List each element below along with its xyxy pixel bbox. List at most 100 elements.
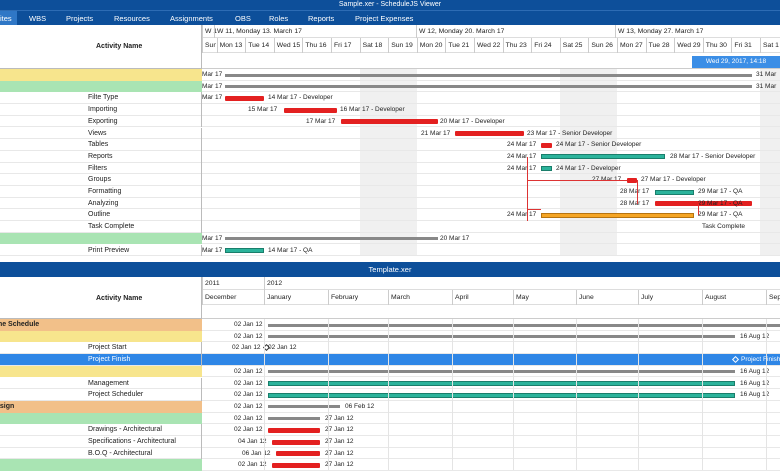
menu-project-expenses[interactable]: Project Expenses <box>355 14 414 23</box>
day-header-4: Thu 16 <box>302 38 331 53</box>
top-row-12[interactable]: Outline 24 Mar 17 29 Mar 17 - QA <box>0 209 780 222</box>
month-grid-line-7 <box>702 319 703 470</box>
bottom-row-4[interactable]: 02 Jan 12 16 Aug 12 <box>0 365 780 378</box>
month-header-row: December January February March April May June… <box>202 290 780 305</box>
bottom-bar-7[interactable] <box>268 405 340 409</box>
bottom-row-6[interactable]: Project Scheduler 02 Jan 12 16 Aug 12 <box>0 389 780 401</box>
bottom-row-3[interactable]: Project Finish Project Finish <box>0 354 780 366</box>
top-bar-10[interactable] <box>655 189 694 195</box>
bottom-row-label-7: esign <box>0 402 15 410</box>
bottom-bar-4[interactable] <box>268 370 735 374</box>
top-bar-9[interactable] <box>627 177 637 183</box>
top-row-11[interactable]: Analyzing 28 Mar 17 29 Mar 17 - QA <box>0 197 780 210</box>
top-bar-11[interactable] <box>655 201 752 207</box>
menu-obs[interactable]: OBS <box>235 14 251 23</box>
bottom-row-10[interactable]: Specifications - Architectural 04 Jan 12 2… <box>0 436 780 448</box>
menu-bar: Sites WBS Projects Resources Assignments OBS R… <box>0 10 780 26</box>
top-bar-start-5: 21 Mar 17 <box>421 129 451 137</box>
weekend-shade-1 <box>559 69 617 257</box>
top-bar-14[interactable] <box>225 237 438 241</box>
top-row-7[interactable]: Reports 24 Mar 17 28 Mar 17 - Senior Devel… <box>0 150 780 163</box>
project-finish-milestone-icon[interactable] <box>731 356 740 364</box>
top-bar-end-2: 14 Mar 17 - Developer <box>268 94 333 102</box>
top-row-9[interactable]: Groups 27 Mar 17 27 Mar 17 - Developer <box>0 174 780 186</box>
top-row-tree-12 <box>0 209 202 222</box>
bottom-row-11[interactable]: B.O.Q - Architectural 06 Jan 12 27 Jan 12 <box>0 447 780 460</box>
bottom-row-0[interactable]: me Schedule 02 Jan 12 <box>0 319 780 331</box>
top-row-10[interactable]: Formatting 28 Mar 17 29 Mar 17 - QA <box>0 186 780 198</box>
top-row-5[interactable]: Views 21 Mar 17 23 Mar 17 - Senior Develop… <box>0 127 780 140</box>
top-bar-3[interactable] <box>284 107 337 113</box>
top-row-tree-2 <box>0 92 202 105</box>
top-row-label-9: Groups <box>88 176 111 184</box>
bottom-bar-1[interactable] <box>268 335 735 339</box>
top-bar-end-10: 29 Mar 17 - QA <box>698 188 743 195</box>
top-row-2[interactable]: Filte Type Mar 17 14 Mar 17 - Developer <box>0 92 780 105</box>
bottom-bar-end-3: Project Finish <box>741 356 780 364</box>
top-bar-6[interactable] <box>541 142 552 148</box>
top-bar-5[interactable] <box>455 131 524 136</box>
bottom-bar-start-0: 02 Jan 12 <box>234 321 263 328</box>
top-row-8[interactable]: Filters 24 Mar 17 24 Mar 17 - Developer <box>0 162 780 175</box>
bottom-bar-start-5: 02 Jan 12 <box>234 379 263 387</box>
top-bar-start-9: 27 Mar 17 <box>592 174 621 186</box>
menu-reports[interactable]: Reports <box>308 14 335 23</box>
top-bar-start-3: 15 Mar 17 <box>248 106 278 114</box>
top-row-1[interactable]: Mar 17 31 Mar <box>0 80 780 93</box>
top-bar-start-1: Mar 17 <box>202 82 223 90</box>
bottom-row-7[interactable]: esign 02 Jan 12 06 Feb 12 <box>0 400 780 413</box>
top-bar-12[interactable] <box>541 212 694 218</box>
bottom-bar-0[interactable] <box>268 323 780 327</box>
top-bar-2[interactable] <box>225 95 264 101</box>
bottom-bar-9[interactable] <box>268 427 320 433</box>
month-grid-line-4 <box>513 319 514 470</box>
month-header-9: Sep <box>766 290 780 305</box>
top-bar-end-13: Task Complete <box>702 223 745 231</box>
day-header-18: Thu 30 <box>702 38 732 53</box>
bottom-bar-start-2: 02 Jan 12 <box>232 344 261 352</box>
bottom-row-2[interactable]: Project Start 02 Jan 12 02 Jan 12 <box>0 342 780 355</box>
top-row-0[interactable]: Mar 17 31 Mar <box>0 69 780 81</box>
top-row-3[interactable]: Importing 15 Mar 17 16 Mar 17 - Developer <box>0 104 780 116</box>
bottom-bar-end-4: 16 Aug 12 <box>740 367 770 375</box>
menu-roles[interactable]: Roles <box>269 14 289 23</box>
top-bar-start-0: Mar 17 <box>202 71 223 78</box>
activity-name-header: Activity Name <box>96 43 143 50</box>
menu-wbs[interactable]: WBS <box>29 14 47 23</box>
top-bar-7[interactable] <box>541 154 665 160</box>
bottom-bar-11[interactable] <box>276 451 320 457</box>
day-header-3: Wed 15 <box>273 38 303 53</box>
bottom-bar-5[interactable] <box>268 381 735 386</box>
menu-projects[interactable]: Projects <box>66 14 94 23</box>
top-row-14[interactable]: Mar 17 20 Mar 17 <box>0 232 780 245</box>
menu-sites[interactable]: Sites <box>0 11 17 26</box>
bottom-row-5[interactable]: Management 02 Jan 12 16 Aug 12 <box>0 377 780 390</box>
menu-assignments[interactable]: Assignments <box>170 14 213 23</box>
top-bar-0[interactable] <box>225 73 752 77</box>
top-row-15[interactable]: Print Preview Mar 17 14 Mar 17 - QA <box>0 244 780 257</box>
bottom-row-1[interactable]: 02 Jan 12 16 Aug 12 <box>0 330 780 343</box>
top-bar-end-15: 14 Mar 17 - QA <box>268 246 313 254</box>
top-bar-8[interactable] <box>541 166 552 172</box>
top-bar-4[interactable] <box>341 119 438 125</box>
top-bar-start-15: Mar 17 <box>202 246 223 254</box>
top-bar-1[interactable] <box>225 85 752 89</box>
top-row-6[interactable]: Tables 24 Mar 17 24 Mar 17 - Senior Develo… <box>0 139 780 151</box>
bottom-bar-10[interactable] <box>272 439 320 445</box>
week-header-2: W 12, Monday 20. March 17 <box>416 25 504 38</box>
bottom-bar-8[interactable] <box>268 417 320 421</box>
bottom-row-9[interactable]: Drawings - Architectural 02 Jan 12 27 Jan … <box>0 424 780 436</box>
bottom-row-group-color-7 <box>0 400 202 413</box>
top-bar-end-7: 28 Mar 17 - Senior Developer <box>670 152 756 160</box>
bottom-bar-12[interactable] <box>272 462 320 468</box>
top-bar-15[interactable] <box>225 248 264 253</box>
dependency-line-0 <box>527 156 528 222</box>
bottom-row-8[interactable]: 02 Jan 12 27 Jan 12 <box>0 412 780 425</box>
bottom-row-12[interactable]: 02 Jan 12 27 Jan 12 <box>0 459 780 471</box>
menu-resources[interactable]: Resources <box>114 14 150 23</box>
top-row-4[interactable]: Exporting 17 Mar 17 20 Mar 17 - Developer <box>0 115 780 128</box>
top-row-13[interactable]: Task Complete Task Complete <box>0 221 780 233</box>
week-header-3: W 13, Monday 27. March 17 <box>615 25 703 38</box>
template-section-title: Template.xer <box>0 262 780 277</box>
bottom-bar-6[interactable] <box>268 392 735 398</box>
